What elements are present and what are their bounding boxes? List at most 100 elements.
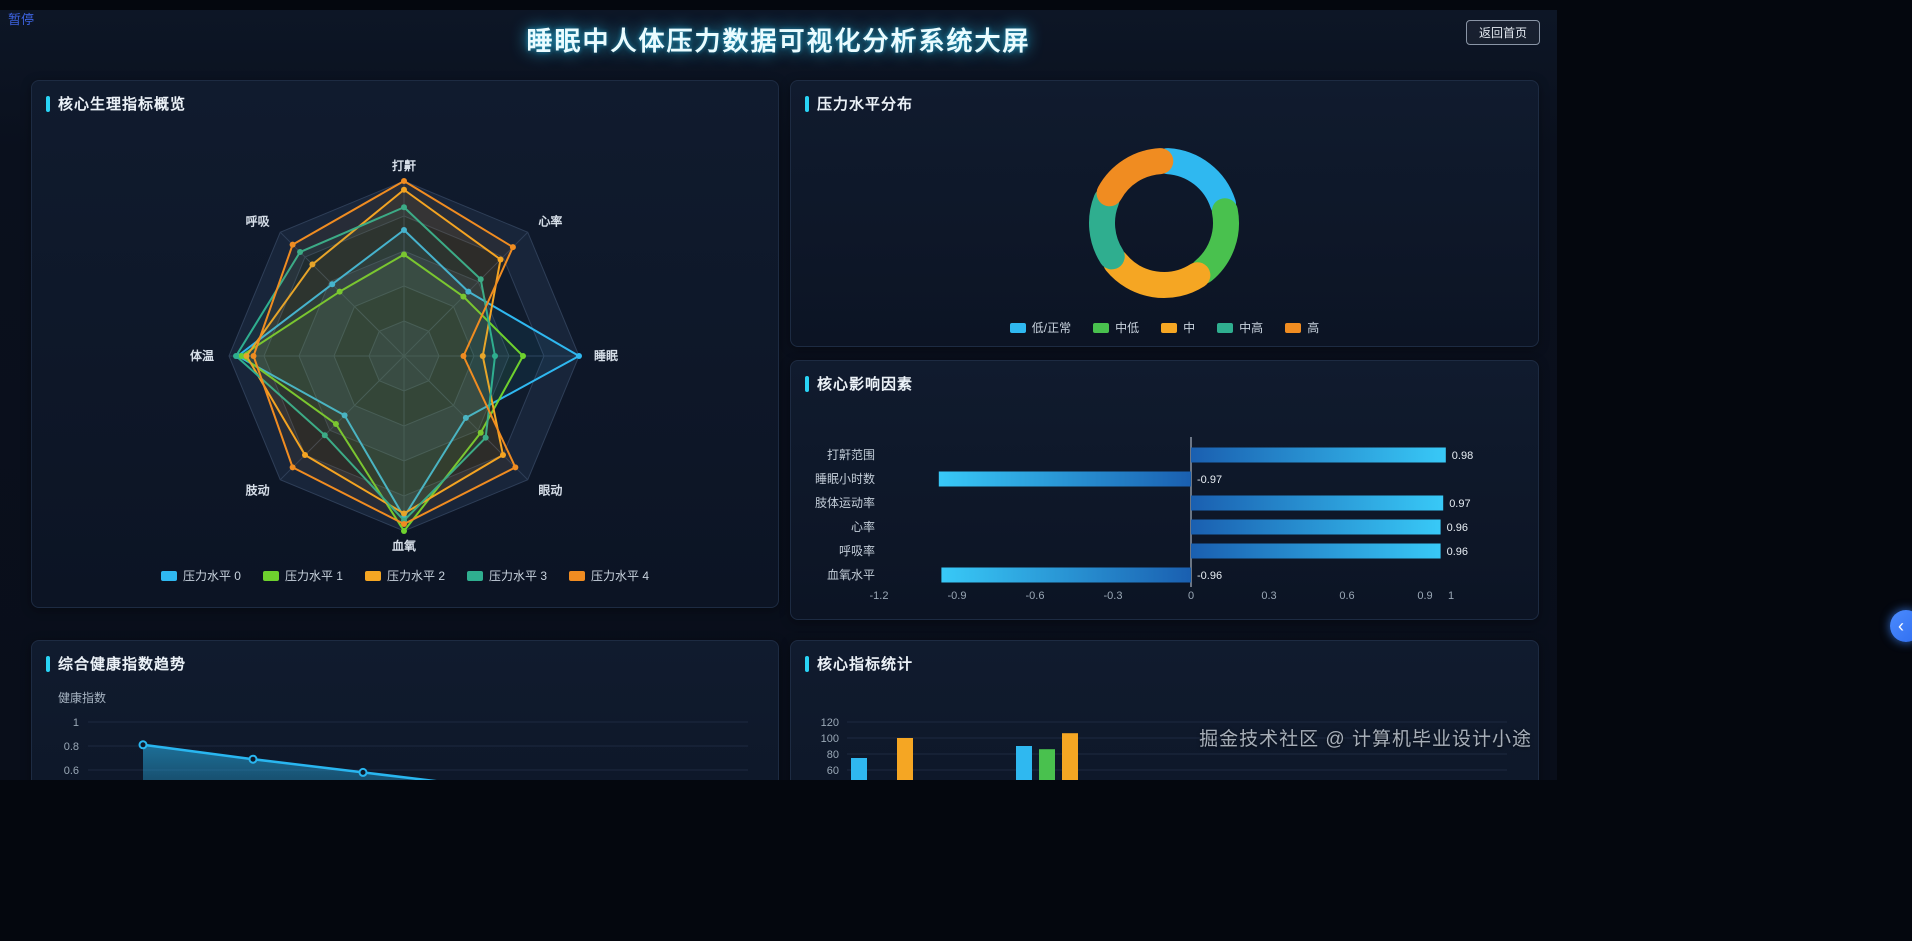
- legend-label: 压力水平 1: [284, 569, 343, 583]
- legend-label: 压力水平 2: [386, 569, 445, 583]
- svg-text:-0.3: -0.3: [1104, 590, 1123, 602]
- title-accent-bar: [46, 655, 50, 672]
- back-home-button[interactable]: 返回首页: [1465, 20, 1540, 45]
- panel-physio-overview: 核心生理指标概览 打鼾 心率 睡眠 眼动 血氧 肢动 体温 呼吸 压力水平 0 压力水平 1 压力…: [31, 80, 779, 608]
- svg-text:0.96: 0.96: [1447, 522, 1468, 534]
- svg-text:-1.2: -1.2: [870, 590, 889, 602]
- legend-label: 中: [1183, 321, 1196, 335]
- legend-label: 压力水平 3: [489, 569, 548, 583]
- svg-text:睡眠小时数: 睡眠小时数: [815, 471, 875, 486]
- svg-text:血氧水平: 血氧水平: [827, 568, 875, 582]
- svg-text:100: 100: [821, 733, 839, 745]
- legend-label: 中低: [1115, 321, 1140, 335]
- dashboard-title: 睡眠中人体压力数据可视化分析系统大屏: [526, 26, 1031, 56]
- panel-stress-distribution: 压力水平分布 低/正常 中低 中 中高 高: [790, 80, 1539, 347]
- panel-key-stats: 核心指标统计 0 20 40 60 80 100 120: [790, 640, 1539, 780]
- legend-item[interactable]: 中: [1161, 319, 1195, 336]
- svg-text:健康指数: 健康指数: [58, 690, 106, 705]
- svg-text:0.96: 0.96: [1447, 546, 1468, 558]
- svg-text:肢动: 肢动: [246, 482, 270, 497]
- panel-title-text: 综合健康指数趋势: [58, 656, 187, 673]
- svg-text:1: 1: [1448, 590, 1454, 602]
- panel-health-trend: 综合健康指数趋势 0 0.2 0.4 0.6 0.8 1 健康指数 1 2 3 4 5 6: [31, 640, 779, 780]
- svg-text:睡眠: 睡眠: [594, 348, 618, 363]
- legend-label: 压力水平 4: [591, 569, 650, 583]
- legend-swatch: [1009, 322, 1026, 333]
- svg-text:0: 0: [1188, 590, 1194, 602]
- svg-text:0.6: 0.6: [64, 765, 79, 777]
- panel-title-text: 核心影响因素: [817, 376, 914, 393]
- legend-label: 低/正常: [1031, 321, 1072, 335]
- panel-title: 综合健康指数趋势: [32, 641, 778, 674]
- svg-text:120: 120: [821, 717, 839, 729]
- svg-text:血氧: 血氧: [392, 538, 416, 553]
- legend-item[interactable]: 中低: [1093, 319, 1139, 336]
- svg-text:0.6: 0.6: [1339, 590, 1354, 602]
- pause-link[interactable]: 暂停: [8, 12, 35, 27]
- svg-text:眼动: 眼动: [538, 483, 562, 497]
- svg-text:呼吸率: 呼吸率: [839, 543, 875, 558]
- svg-text:呼吸: 呼吸: [246, 214, 271, 229]
- panel-title-text: 压力水平分布: [817, 96, 914, 113]
- pie-legend: 低/正常 中低 中 中高 高: [791, 319, 1538, 336]
- radar-legend: 压力水平 0 压力水平 1 压力水平 2 压力水平 3 压力水平 4: [32, 567, 778, 584]
- legend-swatch: [1217, 322, 1234, 333]
- donut-chart: [1089, 148, 1239, 298]
- correlation-bar-chart: 打鼾范围 0.98 睡眠小时数 -0.97 肢体运动率 0.97 心率 0.96 呼吸率 0.96…: [815, 437, 1473, 602]
- panel-title: 核心影响因素: [791, 361, 1538, 394]
- legend-swatch: [160, 570, 177, 581]
- svg-text:-0.6: -0.6: [1026, 590, 1045, 602]
- title-accent-bar: [805, 375, 809, 392]
- legend-swatch: [1093, 322, 1110, 333]
- svg-text:-0.9: -0.9: [948, 590, 967, 602]
- svg-text:0.8: 0.8: [64, 741, 79, 753]
- svg-text:0.9: 0.9: [1417, 590, 1432, 602]
- legend-item[interactable]: 中高: [1217, 319, 1263, 336]
- svg-text:心率: 心率: [538, 214, 562, 229]
- legend-item[interactable]: 压力水平 3: [467, 567, 547, 584]
- svg-text:60: 60: [827, 765, 839, 777]
- svg-text:心率: 心率: [851, 519, 875, 534]
- panel-title: 压力水平分布: [791, 81, 1538, 114]
- svg-text:0.3: 0.3: [1261, 590, 1276, 602]
- legend-swatch: [1161, 322, 1178, 333]
- legend-label: 中高: [1239, 321, 1264, 335]
- title-accent-bar: [805, 95, 809, 112]
- svg-text:0.97: 0.97: [1449, 498, 1470, 510]
- title-accent-bar: [805, 655, 809, 672]
- legend-swatch: [467, 570, 483, 581]
- title-accent-bar: [46, 95, 50, 112]
- legend-item[interactable]: 压力水平 1: [262, 567, 343, 584]
- legend-item[interactable]: 高: [1285, 319, 1319, 336]
- chevron-left-icon: ‹: [1898, 616, 1904, 636]
- svg-text:肢体运动率: 肢体运动率: [815, 495, 875, 510]
- legend-swatch: [364, 570, 381, 581]
- legend-item[interactable]: 压力水平 2: [364, 567, 445, 584]
- panel-title: 核心指标统计: [791, 641, 1538, 674]
- legend-label: 压力水平 0: [182, 569, 241, 583]
- svg-text:-0.96: -0.96: [1197, 570, 1222, 582]
- panel-key-factors: 核心影响因素 打鼾范围 0.98 睡眠小时数 -0.97 肢体运动率 0.97 心率 0.96…: [790, 360, 1539, 620]
- legend-item[interactable]: 低/正常: [1009, 319, 1072, 336]
- svg-text:1: 1: [73, 717, 79, 729]
- svg-text:-0.97: -0.97: [1197, 474, 1222, 486]
- legend-item[interactable]: 压力水平 4: [569, 567, 649, 584]
- legend-swatch: [569, 570, 586, 581]
- svg-text:80: 80: [827, 749, 839, 761]
- legend-swatch: [1285, 322, 1302, 333]
- svg-text:0.98: 0.98: [1452, 450, 1473, 462]
- panel-title: 核心生理指标概览: [32, 81, 778, 114]
- legend-swatch: [262, 570, 279, 581]
- panel-title-text: 核心指标统计: [817, 656, 914, 673]
- svg-text:打鼾范围: 打鼾范围: [827, 447, 875, 462]
- legend-item[interactable]: 压力水平 0: [160, 567, 241, 584]
- panel-title-text: 核心生理指标概览: [58, 96, 187, 113]
- legend-label: 高: [1307, 321, 1320, 335]
- floating-widget-button[interactable]: ‹: [1890, 610, 1912, 642]
- svg-text:体温: 体温: [190, 348, 214, 363]
- dashboard: 睡眠中人体压力数据可视化分析系统大屏 返回首页 核心生理指标概览 打鼾 心率 睡眠眼…: [0, 10, 1557, 780]
